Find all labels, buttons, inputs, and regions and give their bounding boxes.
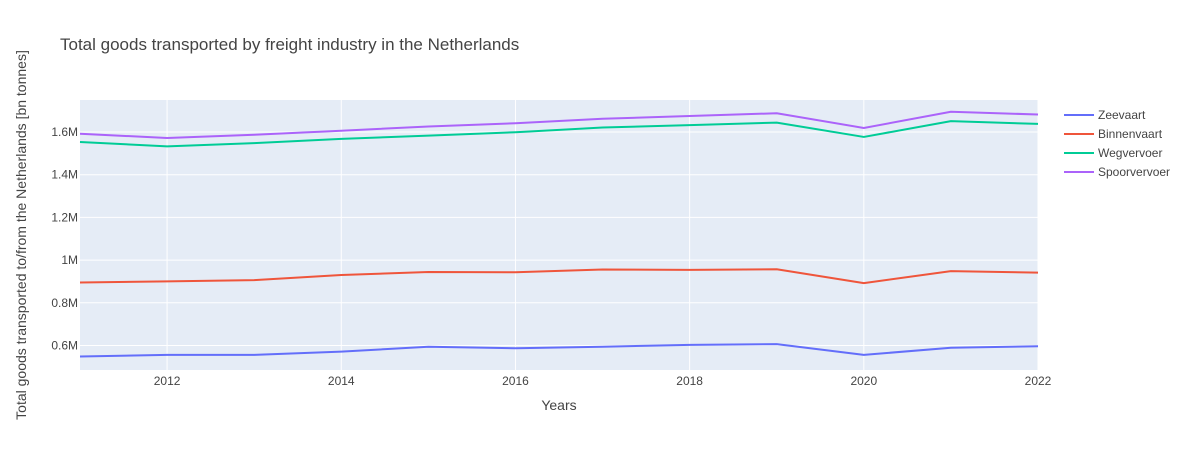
series-lines	[79, 110, 1039, 358]
y-tick-label: 1.2M	[51, 210, 78, 224]
legend-item-binnenvaart[interactable]: Binnenvaart	[1064, 127, 1163, 141]
x-tick-label: 2012	[154, 374, 181, 388]
legend-item-spoorvervoer[interactable]: Spoorvervoer	[1064, 165, 1170, 179]
x-tick-label: 2020	[850, 374, 877, 388]
x-axis-label: Years	[541, 397, 576, 413]
series-line-spoorvervoer	[79, 110, 1039, 139]
y-axis-label: Total goods transported to/from the Neth…	[13, 50, 29, 420]
legend-label: Binnenvaart	[1098, 127, 1163, 141]
chart-title: Total goods transported by freight indus…	[60, 35, 519, 54]
x-tick-label: 2014	[328, 374, 355, 388]
plot-area	[80, 100, 1038, 370]
x-tick-label: 2016	[502, 374, 529, 388]
legend-label: Wegvervoer	[1098, 146, 1162, 160]
grid-lines	[80, 100, 1039, 370]
series-line-zeevaart	[79, 343, 1039, 358]
legend-item-zeevaart[interactable]: Zeevaart	[1064, 108, 1146, 122]
legend-label: Zeevaart	[1098, 108, 1146, 122]
y-axis-ticks: 0.6M 0.8M 1M 1.2M 1.4M 1.6M	[51, 125, 78, 352]
y-tick-label: 1M	[61, 253, 78, 267]
legend: Zeevaart Binnenvaart Wegvervoer Spoorvervoe…	[1064, 108, 1170, 179]
x-tick-label: 2022	[1025, 374, 1052, 388]
y-tick-label: 1.4M	[51, 168, 78, 182]
legend-label: Spoorvervoer	[1098, 165, 1170, 179]
x-tick-label: 2018	[676, 374, 703, 388]
series-line-binnenvaart	[79, 268, 1039, 285]
y-tick-label: 0.6M	[51, 338, 78, 352]
legend-item-wegvervoer[interactable]: Wegvervoer	[1064, 146, 1162, 160]
x-axis-ticks: 2012 2014 2016 2018 2020 2022	[154, 374, 1052, 388]
y-tick-label: 0.8M	[51, 296, 78, 310]
y-tick-label: 1.6M	[51, 125, 78, 139]
series-line-wegvervoer	[79, 120, 1039, 148]
